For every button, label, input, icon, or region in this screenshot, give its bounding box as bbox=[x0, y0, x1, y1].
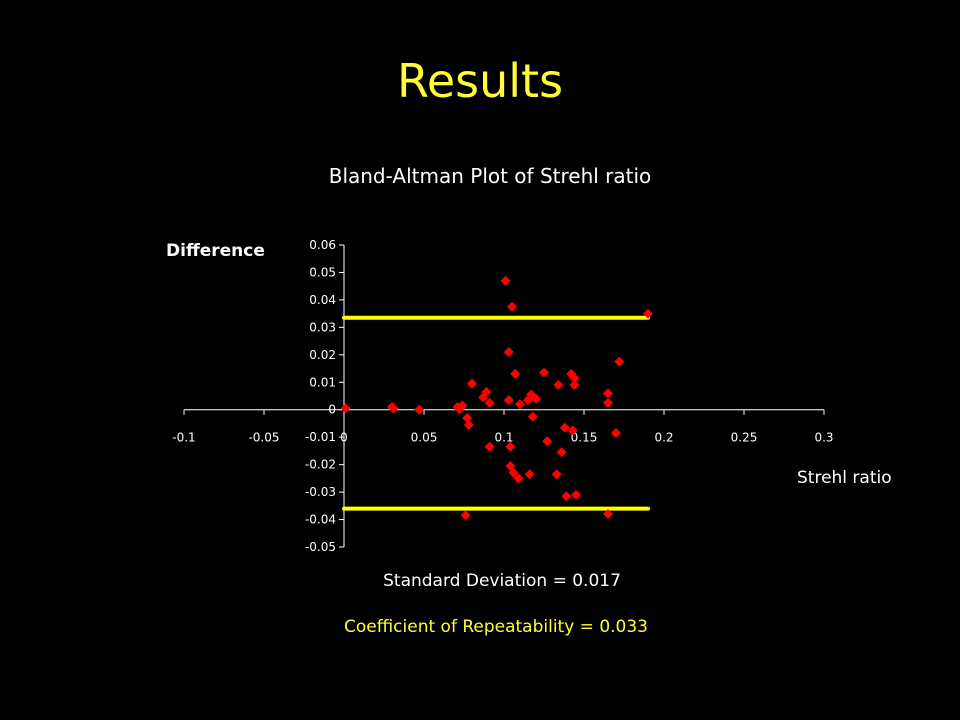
data-point bbox=[414, 404, 425, 415]
data-point bbox=[481, 386, 492, 397]
data-points bbox=[340, 275, 653, 521]
data-point bbox=[484, 397, 495, 408]
x-tick-label: 0 bbox=[340, 431, 348, 445]
y-tick-label: -0.04 bbox=[305, 513, 336, 527]
y-tick-label: 0.04 bbox=[309, 293, 336, 307]
data-point bbox=[515, 399, 525, 410]
data-point bbox=[524, 469, 535, 480]
y-tick-label: 0 bbox=[328, 403, 336, 417]
x-tick-label: -0.1 bbox=[172, 431, 195, 445]
data-point bbox=[614, 356, 625, 367]
data-point bbox=[553, 380, 564, 391]
data-point bbox=[611, 428, 621, 439]
y-tick-label: 0.05 bbox=[309, 265, 336, 279]
data-point bbox=[571, 489, 581, 500]
data-point bbox=[484, 441, 495, 452]
y-axis-label: Difference bbox=[166, 241, 265, 261]
data-point bbox=[559, 422, 570, 433]
data-point bbox=[556, 447, 567, 458]
data-point bbox=[505, 461, 516, 472]
data-point bbox=[463, 419, 474, 430]
data-point bbox=[527, 411, 538, 422]
data-point bbox=[539, 367, 549, 378]
data-point bbox=[388, 403, 399, 414]
data-point bbox=[505, 441, 516, 452]
data-point bbox=[510, 369, 521, 380]
data-point bbox=[513, 473, 524, 484]
y-tick-label: 0.03 bbox=[309, 320, 336, 334]
data-point bbox=[542, 436, 553, 447]
x-tick-label: 0.05 bbox=[411, 431, 438, 445]
x-tick-label: 0.15 bbox=[571, 431, 598, 445]
x-tick-label: 0.2 bbox=[654, 431, 673, 445]
x-tick-label: 0.1 bbox=[494, 431, 513, 445]
data-point bbox=[551, 469, 562, 480]
data-point bbox=[500, 275, 511, 286]
y-tick-label: -0.03 bbox=[305, 485, 336, 499]
y-tick-label: -0.01 bbox=[305, 430, 336, 444]
x-axis-label: Strehl ratio bbox=[797, 468, 892, 488]
data-point bbox=[561, 491, 572, 502]
chart-title: Bland-Altman Plot of Strehl ratio bbox=[328, 164, 652, 188]
data-point bbox=[503, 347, 514, 358]
coefficient-of-repeatability-text: Coefficient of Repeatability = 0.033 bbox=[344, 617, 648, 637]
data-point bbox=[569, 380, 580, 391]
standard-deviation-text: Standard Deviation = 0.017 bbox=[383, 571, 621, 591]
y-tick-label: 0.01 bbox=[309, 375, 336, 389]
y-tick-label: -0.02 bbox=[305, 458, 336, 472]
data-point bbox=[462, 412, 473, 423]
data-point bbox=[460, 510, 471, 521]
data-point bbox=[457, 400, 468, 411]
plot-axes: 0.06 0.05 0.04 0.03 0.02 0.01 0 -0.01 -0.02 -0.03… bbox=[172, 238, 833, 554]
data-point bbox=[603, 388, 613, 399]
data-point bbox=[569, 373, 580, 384]
data-point bbox=[603, 397, 613, 408]
data-point bbox=[508, 467, 519, 478]
data-point bbox=[567, 425, 578, 436]
data-point bbox=[503, 395, 514, 406]
x-tick-label: 0.3 bbox=[814, 431, 833, 445]
data-point bbox=[603, 509, 613, 520]
data-point bbox=[531, 393, 541, 404]
y-tick-label: 0.06 bbox=[309, 238, 336, 252]
y-tick-label: 0.02 bbox=[309, 348, 336, 362]
slide-title: Results bbox=[396, 54, 564, 108]
x-tick-label: 0.25 bbox=[731, 431, 758, 445]
limit-lines bbox=[342, 315, 650, 511]
y-tick-label: -0.05 bbox=[305, 540, 336, 554]
data-point bbox=[467, 378, 477, 389]
data-point bbox=[643, 308, 653, 319]
x-tick-label: -0.05 bbox=[248, 431, 279, 445]
data-point bbox=[340, 403, 351, 414]
data-point bbox=[507, 301, 517, 312]
